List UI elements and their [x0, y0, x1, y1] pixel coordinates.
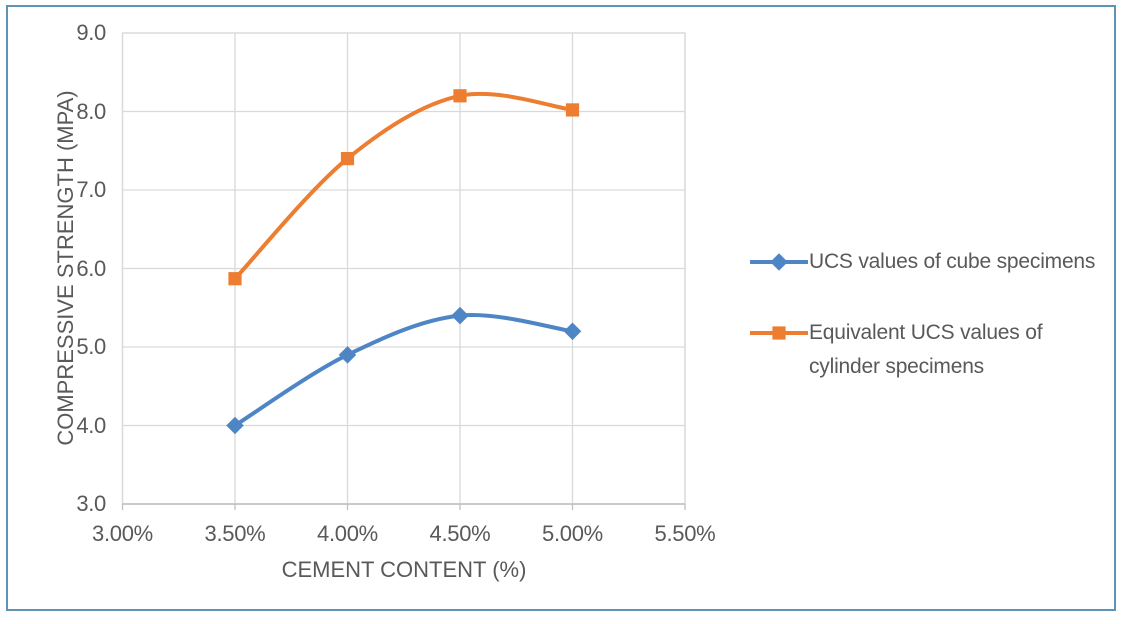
x-tick-label: 3.00% — [92, 521, 153, 546]
line-diamond-marker-icon — [749, 252, 809, 272]
y-tick-label: 9.0 — [76, 20, 106, 45]
x-tick-label: 4.50% — [429, 521, 491, 546]
x-tick-label: 3.50% — [204, 521, 266, 546]
x-tick-label: 5.50% — [654, 521, 716, 546]
legend-entry-cube-series: UCS values of cube specimens — [749, 245, 1109, 279]
legend-entry-cylinder-series: Equivalent UCS values of cylinder specim… — [749, 316, 1109, 384]
x-axis-title: CEMENT CONTENT (%) — [281, 557, 527, 582]
x-tick-label: 5.00% — [542, 521, 603, 546]
y-tick-label: 7.0 — [76, 177, 106, 202]
y-tick-label: 6.0 — [76, 255, 106, 281]
legend-label-cube-series: UCS values of cube specimens — [809, 250, 1096, 273]
x-tick-label: 4.00% — [317, 521, 378, 546]
y-tick-label: 8.0 — [76, 98, 106, 124]
y-tick-label: 5.0 — [76, 334, 106, 359]
legend-label-cylinder-series: Equivalent UCS values of cylinder specim… — [809, 321, 1043, 378]
line-square-marker-icon — [749, 323, 809, 343]
y-tick-label: 4.0 — [76, 412, 106, 438]
y-tick-label: 3.0 — [76, 491, 106, 516]
y-axis-title-text: COMPRESSIVE STRENGTH (MPA) — [53, 90, 78, 446]
